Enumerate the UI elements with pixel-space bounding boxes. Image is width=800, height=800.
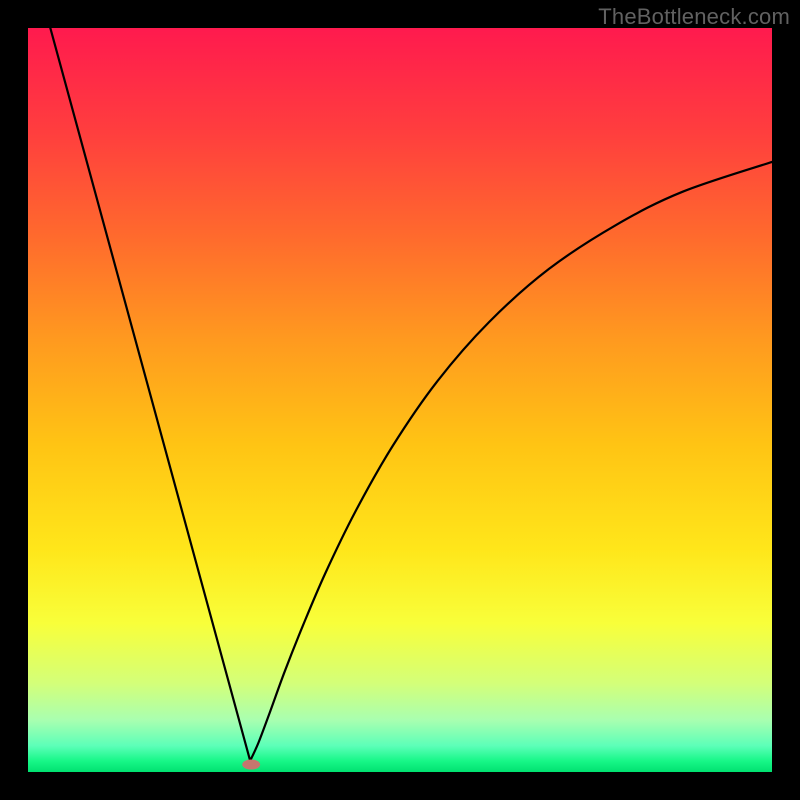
watermark-text: TheBottleneck.com [598,4,790,30]
plot-background [28,28,772,772]
bottleneck-chart [0,0,800,800]
chart-frame: TheBottleneck.com [0,0,800,800]
minimum-marker [242,760,260,770]
